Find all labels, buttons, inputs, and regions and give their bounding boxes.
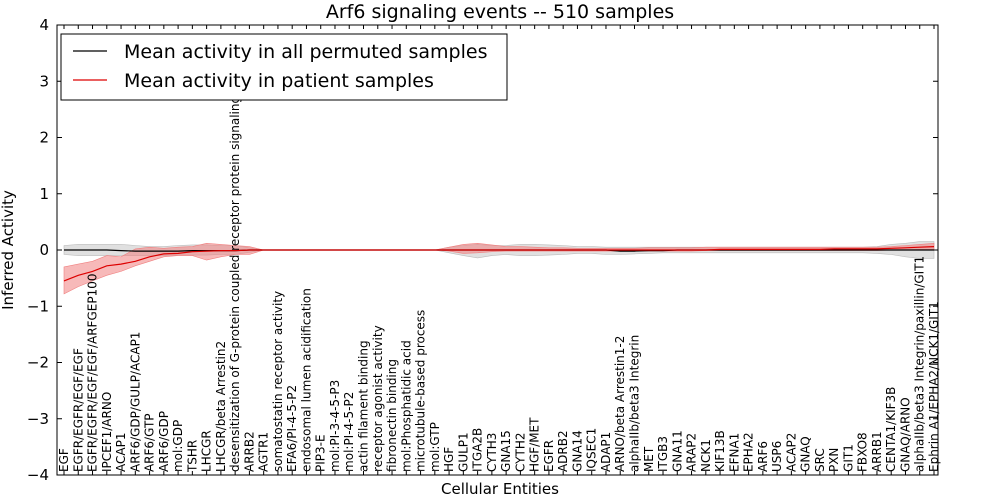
x-category-label: HGF/MET [528,417,542,472]
y-tick-label: 0 [39,241,49,259]
x-category-label: EFA6/PI-4-5-P2 [285,385,299,472]
x-category-label: ARF6/GDP [157,411,171,472]
legend-label-patient: Mean activity in patient samples [124,70,434,92]
x-category-label: GNAQ [799,436,813,472]
x-category-label: somatostatin receptor activity [271,291,285,472]
x-category-label: KIF13B [713,430,727,472]
x-category-label: GNA14 [570,430,584,472]
x-category-label: EGFR [542,440,556,472]
legend: Mean activity in all permuted samples Me… [60,33,508,101]
x-category-label: ARF6 [756,441,770,472]
x-category-label: receptor agonist activity [371,325,385,472]
x-category-label: NCK1 [699,439,713,472]
x-category-label: GNAQ/ARNO [899,397,913,472]
x-category-label: SRC [813,448,827,472]
x-category-label: alphaIIb/beta3 Integrin/paxillin/GIT1 [913,256,927,472]
x-category-label: USP6 [770,441,784,472]
x-category-label: mol:PI-3-4-5-P3 [328,380,342,472]
y-tick-label: −2 [27,354,49,372]
x-category-label: GULP1 [456,432,470,472]
x-category-label: PXN [827,448,841,472]
x-category-label: EPHA2 [742,432,756,472]
y-axis-ticks: −4 −3 −2 −1 0 1 2 3 4 [27,16,938,484]
x-category-label: LHCGR/beta Arrestin2 [214,341,228,472]
x-category-label: ADAP1 [599,432,613,472]
x-category-label: IPCEF1/ARNO [100,392,114,472]
series-lines [63,246,935,282]
x-category-label: ITGB3 [656,436,670,472]
x-category-label: ADRB2 [556,430,570,472]
x-category-label: ACAP1 [114,432,128,471]
x-category-label: ARRB1 [870,431,884,472]
y-tick-label: −3 [27,410,49,428]
y-tick-label: −1 [27,297,49,315]
x-category-label: HGF [442,447,456,472]
x-category-label: CYTH2 [513,433,527,473]
x-axis-label: Cellular Entities [441,480,559,498]
x-category-label: ACAP2 [784,433,798,472]
x-category-label: ARF6/GTP [143,413,157,472]
y-tick-label: 3 [39,72,49,90]
x-category-label: LHCGR [200,430,214,472]
x-category-label: CENTA1/KIF3B [884,387,898,472]
x-category-label: ARF6/GDP/GULP/ACAP1 [128,332,142,472]
x-category-label: GNA11 [670,430,684,472]
x-category-label: alphaIIb/beta3 Integrin [628,335,642,472]
line-series-1 [63,246,935,282]
y-tick-label: 2 [39,129,49,147]
x-category-label: desensitization of G-protein coupled rec… [228,40,242,471]
x-category-label: endosomal lumen acidification [300,288,314,472]
x-category-label: EGF [57,448,71,472]
x-category-label: Ephrin A1/EPHA2/NCK1/GIT1 [927,301,941,472]
x-category-label: ARRB2 [242,431,256,472]
y-tick-label: 4 [39,16,49,34]
legend-box [60,33,508,101]
x-category-label: actin filament binding [357,340,371,472]
x-axis-ticks [63,25,935,475]
x-category-label: mol:GDP [171,420,185,472]
x-category-label: mol:GTP [428,422,442,472]
x-category-label: AGTR1 [257,432,271,472]
y-tick-label: −4 [27,466,49,484]
x-category-label: mol:PI-4-5-P2 [342,392,356,472]
x-category-label: GNA15 [499,430,513,472]
x-category-label: CYTH3 [485,433,499,473]
x-category-label: ARNO/beta Arrestin1-2 [613,336,627,472]
x-axis-category-labels: EGF EGFR/EGFR/EGF/EGF EGFR/EGFR/EGF/EGF/AR… [57,40,941,473]
legend-label-permuted: Mean activity in all permuted samples [124,41,487,63]
x-category-label: MET [642,446,656,472]
x-category-label: ARAP2 [685,433,699,472]
x-category-label: TSHR [185,440,199,473]
x-category-label: microtubule-based process [414,310,428,472]
x-category-label: EGFR/EGFR/EGF/EGF [71,348,85,472]
x-category-label: ITGA2B [471,428,485,472]
x-category-label: IQSEC1 [585,428,599,472]
y-axis-label: Inferred Activity [0,190,17,310]
x-category-label: mol:Phosphatidic acid [399,340,413,472]
x-category-label: FBXO8 [856,432,870,472]
x-category-label: PIP3-E [314,434,328,472]
x-category-label: GIT1 [841,444,855,472]
x-category-label: EFNA1 [727,433,741,472]
x-category-label: EGFR/EGFR/EGF/EGF/ARFGEP100 [86,274,100,472]
y-tick-label: 1 [39,185,49,203]
chart-title: Arf6 signaling events -- 510 samples [326,1,674,23]
x-category-label: fibronectin binding [385,359,399,472]
